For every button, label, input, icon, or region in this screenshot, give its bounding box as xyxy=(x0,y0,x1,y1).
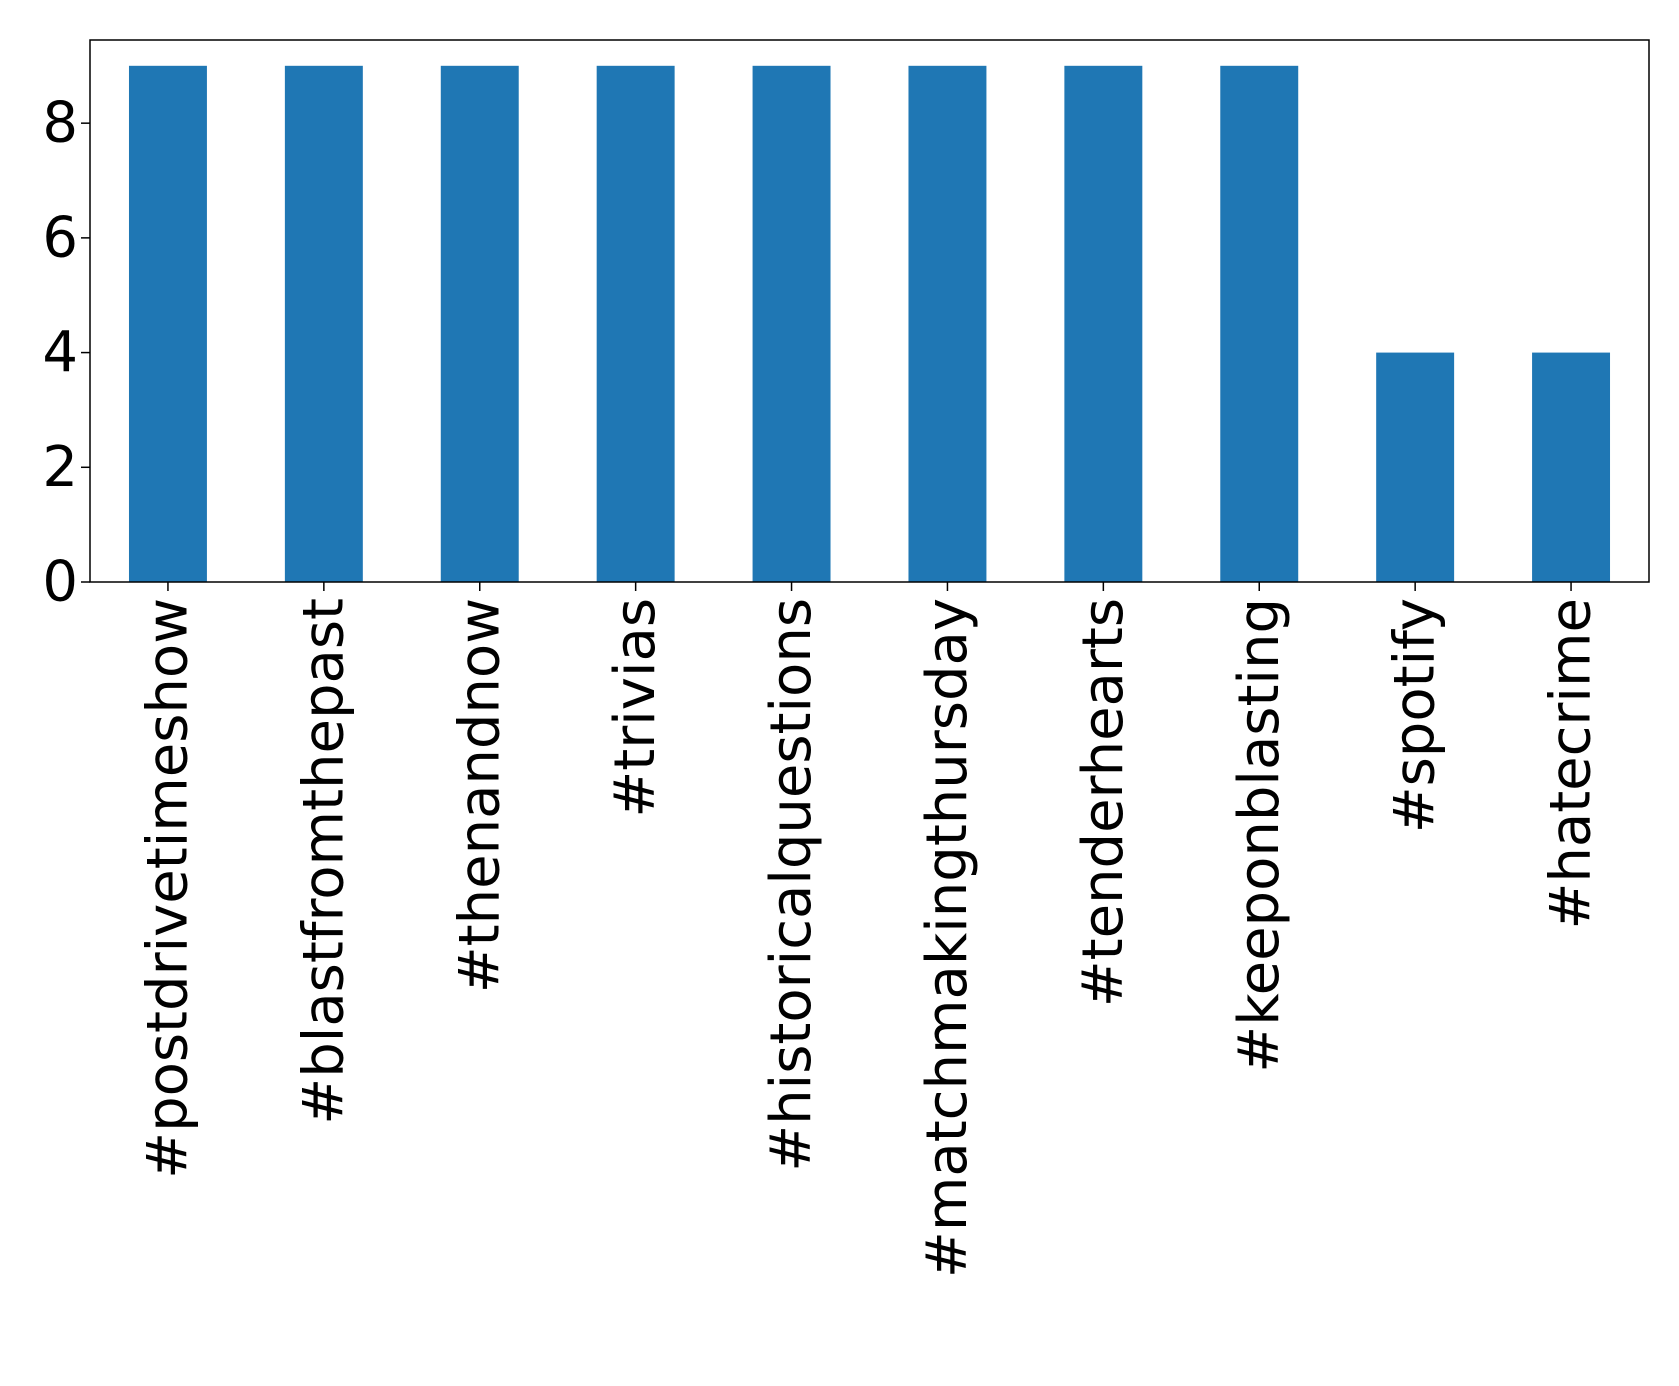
bar-thenandnow xyxy=(440,65,519,583)
x-tick-label: #postdrivetimeshow xyxy=(135,598,200,1179)
y-axis-ticks: 0 2 4 6 8 xyxy=(42,91,90,615)
y-tick-label: 8 xyxy=(42,91,78,156)
bar-historicalquestions xyxy=(752,65,831,583)
bar-trivias xyxy=(596,65,675,583)
x-tick-label: #keeponblasting xyxy=(1227,598,1292,1073)
bar-spotify xyxy=(1376,352,1455,582)
y-tick-label: 6 xyxy=(42,205,78,270)
y-tick-label: 0 xyxy=(42,550,78,615)
bar-hatecrime xyxy=(1532,352,1611,582)
bar-matchmakingthursday xyxy=(908,65,987,583)
bar-keeponblasting xyxy=(1220,65,1299,583)
bars-group xyxy=(128,65,1611,583)
bar-postdrivetimeshow xyxy=(128,65,207,583)
x-tick-label: #tenderhearts xyxy=(1071,598,1136,1007)
x-tick-label: #spotify xyxy=(1383,598,1448,833)
x-axis-ticks: #postdrivetimeshow #blastfromthepast #then… xyxy=(135,582,1604,1278)
y-tick-label: 2 xyxy=(42,435,78,500)
bar-blastfromthepast xyxy=(284,65,363,583)
x-tick-label: #historicalquestions xyxy=(759,598,824,1172)
y-tick-label: 4 xyxy=(42,320,78,385)
x-tick-label: #matchmakingthursday xyxy=(915,598,980,1278)
plot-frame xyxy=(89,39,1650,583)
x-tick-label: #hatecrime xyxy=(1539,598,1604,930)
x-tick-label: #trivias xyxy=(603,598,668,818)
x-tick-label: #blastfromthepast xyxy=(291,598,356,1125)
bar-tenderhearts xyxy=(1064,65,1143,583)
x-tick-label: #thenandnow xyxy=(447,598,512,993)
